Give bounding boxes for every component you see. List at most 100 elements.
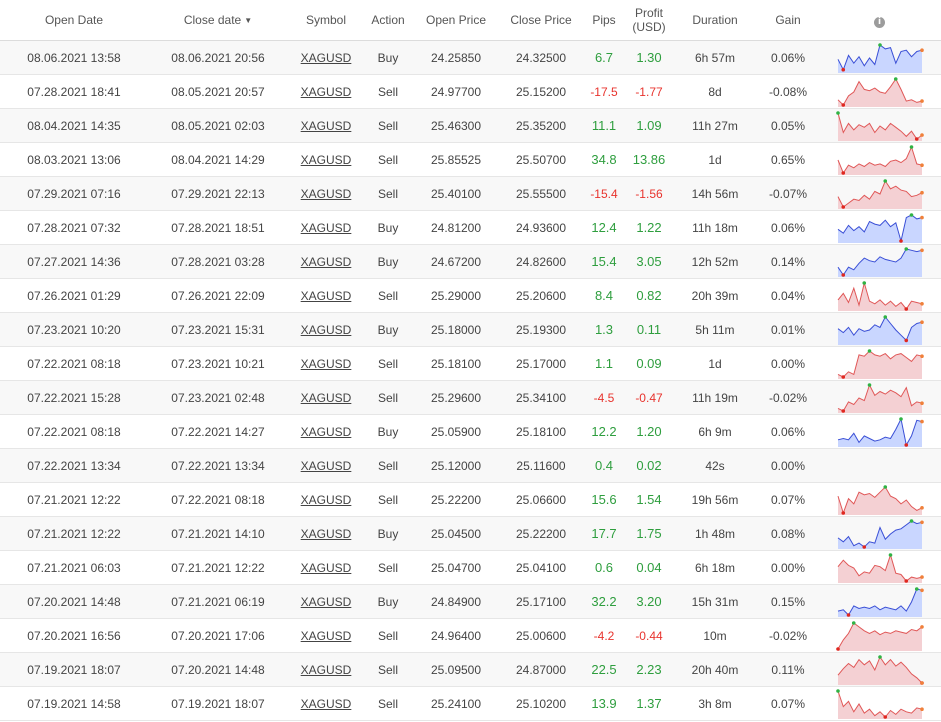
- symbol-link[interactable]: XAGUSD: [300, 628, 352, 643]
- close-price-cell: 25.55500: [500, 176, 582, 211]
- open-price-cell: 25.04700: [412, 550, 500, 585]
- header-close-date[interactable]: Close date ▼: [148, 0, 288, 41]
- table-row[interactable]: 07.22.2021 08:18 07.23.2021 10:21 XAGUSD Se…: [0, 346, 941, 381]
- table-row[interactable]: 07.28.2021 07:32 07.28.2021 18:51 XAGUSD Bu…: [0, 210, 941, 245]
- close-date-cell: 07.23.2021 02:48: [148, 380, 288, 415]
- sparkline-last-dot: [919, 190, 924, 194]
- table-row[interactable]: 07.20.2021 14:48 07.21.2021 06:19 XAGUSD Bu…: [0, 584, 941, 619]
- profit-cell: 0.11: [626, 312, 672, 347]
- sparkline-cell: [818, 380, 941, 415]
- price-sparkline: [837, 416, 924, 447]
- symbol-cell: XAGUSD: [288, 278, 364, 313]
- profit-cell: 0.82: [626, 278, 672, 313]
- open-price-cell: 25.40100: [412, 176, 500, 211]
- symbol-link[interactable]: XAGUSD: [300, 84, 352, 99]
- symbol-link[interactable]: XAGUSD: [300, 356, 352, 371]
- symbol-cell: XAGUSD: [288, 516, 364, 551]
- table-row[interactable]: 07.21.2021 12:22 07.22.2021 08:18 XAGUSD Se…: [0, 482, 941, 517]
- header-duration[interactable]: Duration: [672, 0, 758, 41]
- symbol-cell: XAGUSD: [288, 550, 364, 585]
- gain-cell: 0.65%: [758, 142, 818, 177]
- sparkline-last-dot: [919, 162, 924, 167]
- sparkline-cell: [818, 448, 941, 483]
- table-row[interactable]: 07.22.2021 15:28 07.23.2021 02:48 XAGUSD Se…: [0, 380, 941, 415]
- header-symbol[interactable]: Symbol: [288, 0, 364, 41]
- table-row[interactable]: 07.21.2021 12:22 07.21.2021 14:10 XAGUSD Bu…: [0, 516, 941, 551]
- open-date-cell: 07.21.2021 12:22: [0, 482, 148, 517]
- symbol-link[interactable]: XAGUSD: [300, 458, 352, 473]
- table-row[interactable]: 08.03.2021 13:06 08.04.2021 14:29 XAGUSD Se…: [0, 142, 941, 177]
- header-close-price[interactable]: Close Price: [500, 0, 582, 41]
- table-row[interactable]: 07.29.2021 07:16 07.29.2021 22:13 XAGUSD Se…: [0, 176, 941, 211]
- table-row[interactable]: 07.20.2021 16:56 07.20.2021 17:06 XAGUSD Se…: [0, 618, 941, 653]
- header-pips[interactable]: Pips: [582, 0, 626, 41]
- duration-cell: 15h 31m: [672, 584, 758, 619]
- profit-cell: 0.02: [626, 448, 672, 483]
- price-sparkline: [837, 42, 924, 73]
- symbol-link[interactable]: XAGUSD: [300, 186, 352, 201]
- pips-cell: 34.8: [582, 142, 626, 177]
- symbol-link[interactable]: XAGUSD: [300, 220, 352, 235]
- open-price-cell: 24.67200: [412, 244, 500, 279]
- pips-cell: -15.4: [582, 176, 626, 211]
- action-cell: Sell: [364, 108, 412, 143]
- sparkline-high-dot: [882, 484, 887, 489]
- sparkline-cell: [818, 652, 941, 687]
- sparkline-last-dot: [919, 319, 924, 324]
- action-cell: Sell: [364, 686, 412, 721]
- duration-cell: 11h 19m: [672, 380, 758, 415]
- symbol-link[interactable]: XAGUSD: [300, 662, 352, 677]
- header-gain[interactable]: Gain: [758, 0, 818, 41]
- table-row[interactable]: 07.22.2021 13:34 07.22.2021 13:34 XAGUSD Se…: [0, 448, 941, 483]
- sparkline-cell: [818, 618, 941, 653]
- symbol-link[interactable]: XAGUSD: [300, 118, 352, 133]
- symbol-link[interactable]: XAGUSD: [300, 594, 352, 609]
- action-cell: Buy: [364, 516, 412, 551]
- sparkline-area: [837, 622, 922, 651]
- sparkline-area: [837, 486, 922, 515]
- symbol-link[interactable]: XAGUSD: [300, 696, 352, 711]
- table-row[interactable]: 07.19.2021 18:07 07.20.2021 14:48 XAGUSD Se…: [0, 652, 941, 687]
- symbol-link[interactable]: XAGUSD: [300, 322, 352, 337]
- symbol-cell: XAGUSD: [288, 108, 364, 143]
- table-row[interactable]: 07.28.2021 18:41 08.05.2021 20:57 XAGUSD Se…: [0, 74, 941, 109]
- header-open-price[interactable]: Open Price: [412, 0, 500, 41]
- sparkline-last-dot: [919, 400, 924, 405]
- symbol-link[interactable]: XAGUSD: [300, 560, 352, 575]
- table-row[interactable]: 07.27.2021 14:36 07.28.2021 03:28 XAGUSD Bu…: [0, 244, 941, 279]
- symbol-link[interactable]: XAGUSD: [300, 424, 352, 439]
- profit-cell: 3.20: [626, 584, 672, 619]
- symbol-link[interactable]: XAGUSD: [300, 492, 352, 507]
- header-open-date-label: Open Date: [44, 13, 104, 27]
- profit-cell: 1.75: [626, 516, 672, 551]
- profit-cell: 1.54: [626, 482, 672, 517]
- table-row[interactable]: 08.04.2021 14:35 08.05.2021 02:03 XAGUSD Se…: [0, 108, 941, 143]
- sparkline-low-dot: [840, 102, 845, 107]
- symbol-link[interactable]: XAGUSD: [300, 50, 352, 65]
- header-open-date[interactable]: Open Date: [0, 0, 148, 41]
- symbol-link[interactable]: XAGUSD: [300, 390, 352, 405]
- header-profit[interactable]: Profit (USD): [626, 0, 672, 41]
- pips-cell: 6.7: [582, 40, 626, 75]
- close-price-cell: 25.19300: [500, 312, 582, 347]
- table-row[interactable]: 08.06.2021 13:58 08.06.2021 20:56 XAGUSD Bu…: [0, 40, 941, 75]
- symbol-link[interactable]: XAGUSD: [300, 288, 352, 303]
- header-action[interactable]: Action: [364, 0, 412, 41]
- symbol-cell: XAGUSD: [288, 448, 364, 483]
- sparkline-cell: [818, 74, 941, 109]
- table-row[interactable]: 07.26.2021 01:29 07.26.2021 22:09 XAGUSD Se…: [0, 278, 941, 313]
- duration-cell: 1h 48m: [672, 516, 758, 551]
- sparkline-high-dot: [909, 212, 913, 217]
- symbol-link[interactable]: XAGUSD: [300, 526, 352, 541]
- open-price-cell: 25.05900: [412, 414, 500, 449]
- duration-cell: 8d: [672, 74, 758, 109]
- table-row[interactable]: 07.22.2021 08:18 07.22.2021 14:27 XAGUSD Bu…: [0, 414, 941, 449]
- symbol-link[interactable]: XAGUSD: [300, 152, 352, 167]
- table-row[interactable]: 07.23.2021 10:20 07.23.2021 15:31 XAGUSD Bu…: [0, 312, 941, 347]
- table-row[interactable]: 07.19.2021 14:58 07.19.2021 18:07 XAGUSD Se…: [0, 686, 941, 721]
- info-icon[interactable]: i: [874, 16, 885, 28]
- symbol-link[interactable]: XAGUSD: [300, 254, 352, 269]
- table-row[interactable]: 07.21.2021 06:03 07.21.2021 12:22 XAGUSD Se…: [0, 550, 941, 585]
- gain-cell: 0.00%: [758, 346, 818, 381]
